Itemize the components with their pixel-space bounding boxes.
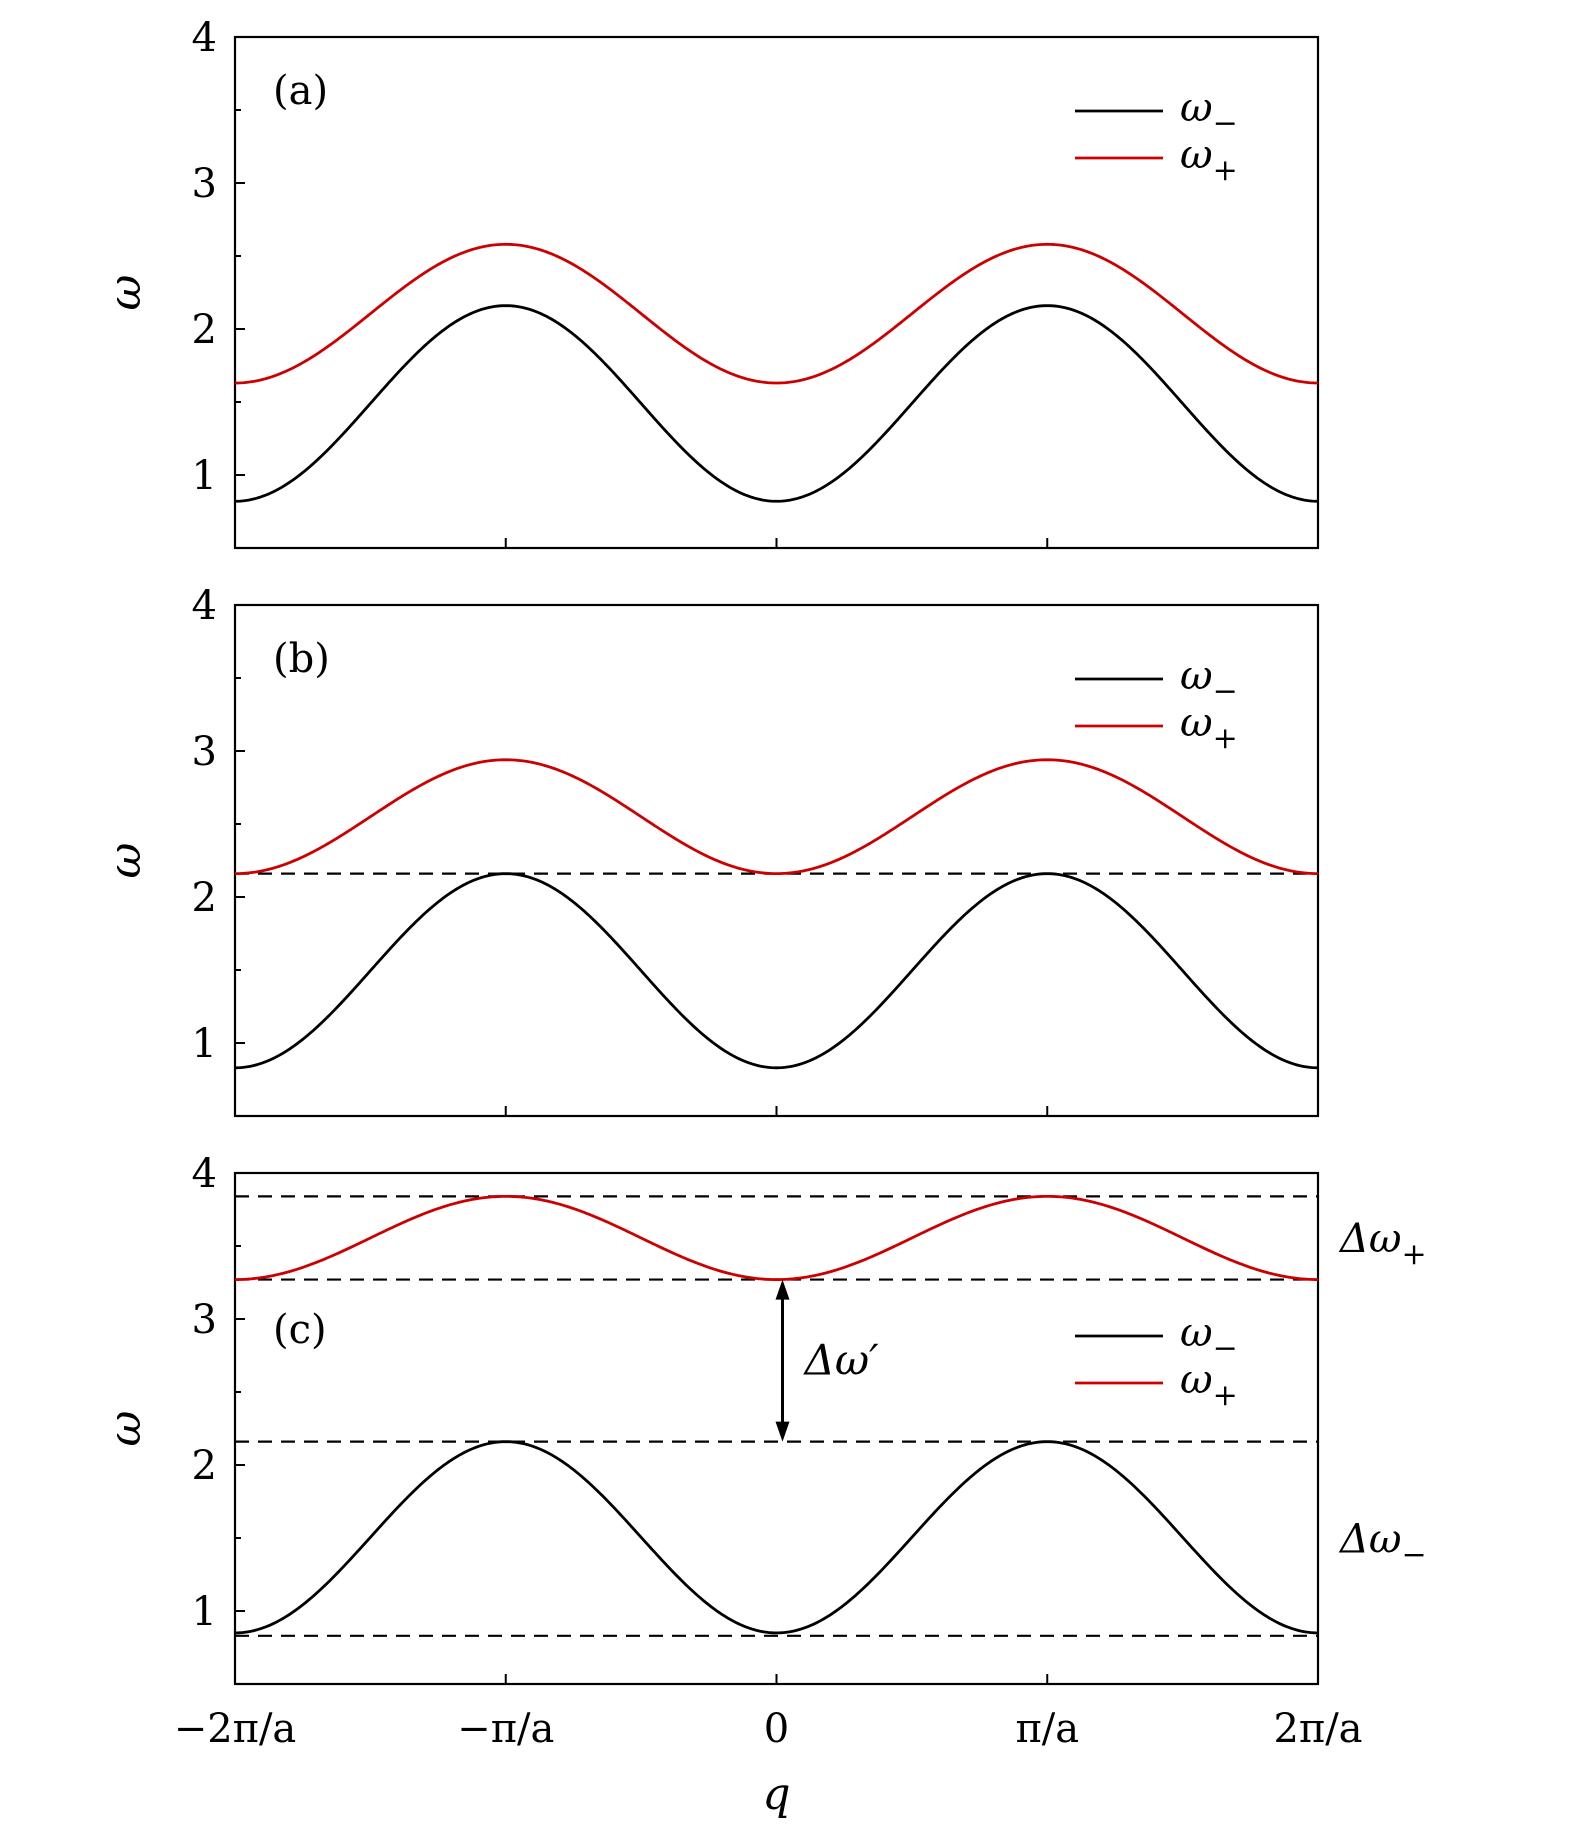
y-tick-label: 1: [192, 453, 217, 499]
y-tick-label: 2: [192, 875, 217, 921]
x-tick-label: 0: [764, 1706, 789, 1752]
series-line-omega-minus: [234, 1440, 1319, 1635]
plot-frame: [233, 1171, 1320, 1686]
y-tick-label: 4: [192, 583, 217, 629]
series-line-omega-plus: [234, 1194, 1319, 1281]
panel-b: 1 2 3 4 ω (b) ω−ω+: [100, 583, 1320, 1118]
gap-arrow-head-up: [775, 1279, 790, 1300]
y-tick-label: 2: [192, 1443, 217, 1489]
series-line-omega-minus: [234, 872, 1319, 1070]
legend-label-omega-plus: ω+: [1180, 132, 1238, 188]
plot-frame: [233, 603, 1320, 1118]
panel-a: 1 2 3 4 ω (a) ω−ω+: [100, 15, 1320, 550]
y-axis-title: ω: [100, 843, 151, 879]
series-line-omega-plus: [234, 758, 1319, 876]
x-tick-label: π/a: [1015, 1706, 1079, 1752]
legend-label-omega-plus: ω+: [1180, 1357, 1238, 1413]
y-axis-title: ω: [100, 1411, 151, 1447]
legend-label-omega-minus: ω−: [1180, 85, 1238, 141]
y-tick-label: 1: [192, 1589, 217, 1635]
series-line-omega-plus: [234, 242, 1319, 385]
panel-label: (c): [273, 1307, 327, 1353]
delta-omega-prime-label: Δω′: [803, 1336, 880, 1385]
delta-omega-plus-label: Δω+: [1338, 1216, 1427, 1272]
y-axis-title: ω: [100, 275, 151, 311]
y-tick-label: 1: [192, 1021, 217, 1067]
y-tick-label: 4: [192, 15, 217, 61]
series-line-omega-minus: [234, 304, 1319, 503]
x-axis-title: q: [762, 1769, 790, 1820]
y-tick-label: 3: [192, 729, 217, 775]
panel-c: 1 2 3 4 ω (c) ω−ω+ −2π/a −π/a 0 π/a 2π/a q Δω′ Δω+ Δω−: [100, 1151, 1427, 1820]
legend-label-omega-plus: ω+: [1180, 700, 1238, 756]
y-tick-label: 4: [192, 1151, 217, 1197]
legend-label-omega-minus: ω−: [1180, 653, 1238, 709]
x-tick-label: −π/a: [457, 1706, 554, 1752]
gap-arrow-head-down: [775, 1421, 790, 1442]
y-tick-label: 3: [192, 161, 217, 207]
y-tick-label: 3: [192, 1297, 217, 1343]
panel-label: (b): [273, 636, 330, 682]
y-tick-label: 2: [192, 307, 217, 353]
delta-omega-minus-label: Δω−: [1338, 1517, 1427, 1573]
panel-label: (a): [273, 68, 328, 114]
x-tick-label: −2π/a: [174, 1706, 297, 1752]
x-tick-label: 2π/a: [1273, 1706, 1362, 1752]
legend-label-omega-minus: ω−: [1180, 1310, 1238, 1366]
